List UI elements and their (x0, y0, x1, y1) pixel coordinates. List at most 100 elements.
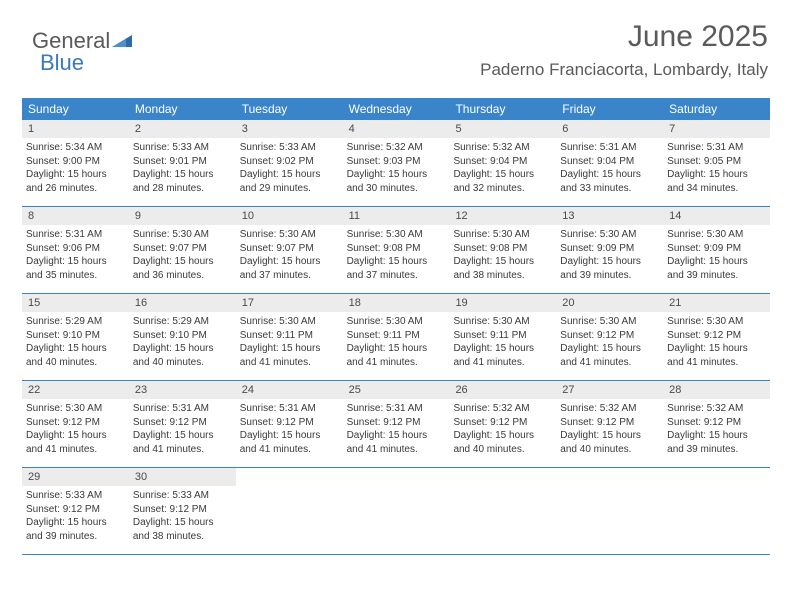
day-details: Sunrise: 5:30 AMSunset: 9:07 PMDaylight:… (236, 225, 343, 285)
calendar-day: 17Sunrise: 5:30 AMSunset: 9:11 PMDayligh… (236, 294, 343, 380)
calendar-day: 23Sunrise: 5:31 AMSunset: 9:12 PMDayligh… (129, 381, 236, 467)
brand-part2-wrap: Blue (40, 50, 84, 76)
calendar-day: 15Sunrise: 5:29 AMSunset: 9:10 PMDayligh… (22, 294, 129, 380)
weekday-header: Tuesday (236, 98, 343, 120)
calendar-day: 26Sunrise: 5:32 AMSunset: 9:12 PMDayligh… (449, 381, 556, 467)
calendar-day: 16Sunrise: 5:29 AMSunset: 9:10 PMDayligh… (129, 294, 236, 380)
calendar-day: 2Sunrise: 5:33 AMSunset: 9:01 PMDaylight… (129, 120, 236, 206)
weekday-header: Sunday (22, 98, 129, 120)
weekday-header: Wednesday (343, 98, 450, 120)
calendar-day: 22Sunrise: 5:30 AMSunset: 9:12 PMDayligh… (22, 381, 129, 467)
calendar-day-empty (236, 468, 343, 554)
calendar-day: 1Sunrise: 5:34 AMSunset: 9:00 PMDaylight… (22, 120, 129, 206)
day-number: 12 (449, 207, 556, 225)
calendar-day: 27Sunrise: 5:32 AMSunset: 9:12 PMDayligh… (556, 381, 663, 467)
calendar-day: 14Sunrise: 5:30 AMSunset: 9:09 PMDayligh… (663, 207, 770, 293)
calendar-day: 10Sunrise: 5:30 AMSunset: 9:07 PMDayligh… (236, 207, 343, 293)
day-number: 4 (343, 120, 450, 138)
day-number: 10 (236, 207, 343, 225)
calendar-day-empty (449, 468, 556, 554)
day-details: Sunrise: 5:33 AMSunset: 9:01 PMDaylight:… (129, 138, 236, 198)
day-details: Sunrise: 5:32 AMSunset: 9:04 PMDaylight:… (449, 138, 556, 198)
day-details: Sunrise: 5:30 AMSunset: 9:11 PMDaylight:… (449, 312, 556, 372)
calendar-day-empty (343, 468, 450, 554)
day-details: Sunrise: 5:33 AMSunset: 9:12 PMDaylight:… (129, 486, 236, 546)
calendar-day: 30Sunrise: 5:33 AMSunset: 9:12 PMDayligh… (129, 468, 236, 554)
day-number: 9 (129, 207, 236, 225)
day-details: Sunrise: 5:31 AMSunset: 9:12 PMDaylight:… (343, 399, 450, 459)
weekday-header: Saturday (663, 98, 770, 120)
day-details: Sunrise: 5:30 AMSunset: 9:09 PMDaylight:… (663, 225, 770, 285)
page-header: June 2025 Paderno Franciacorta, Lombardy… (480, 20, 768, 80)
day-number: 25 (343, 381, 450, 399)
day-number: 1 (22, 120, 129, 138)
calendar-day: 28Sunrise: 5:32 AMSunset: 9:12 PMDayligh… (663, 381, 770, 467)
day-number: 26 (449, 381, 556, 399)
calendar-day: 21Sunrise: 5:30 AMSunset: 9:12 PMDayligh… (663, 294, 770, 380)
day-details: Sunrise: 5:30 AMSunset: 9:12 PMDaylight:… (663, 312, 770, 372)
calendar-day: 7Sunrise: 5:31 AMSunset: 9:05 PMDaylight… (663, 120, 770, 206)
day-number: 18 (343, 294, 450, 312)
day-details: Sunrise: 5:30 AMSunset: 9:07 PMDaylight:… (129, 225, 236, 285)
day-number: 28 (663, 381, 770, 399)
day-details: Sunrise: 5:31 AMSunset: 9:04 PMDaylight:… (556, 138, 663, 198)
day-number: 30 (129, 468, 236, 486)
calendar-day: 19Sunrise: 5:30 AMSunset: 9:11 PMDayligh… (449, 294, 556, 380)
day-details: Sunrise: 5:31 AMSunset: 9:12 PMDaylight:… (236, 399, 343, 459)
day-details: Sunrise: 5:33 AMSunset: 9:12 PMDaylight:… (22, 486, 129, 546)
day-number: 21 (663, 294, 770, 312)
day-details: Sunrise: 5:30 AMSunset: 9:11 PMDaylight:… (343, 312, 450, 372)
calendar-day: 18Sunrise: 5:30 AMSunset: 9:11 PMDayligh… (343, 294, 450, 380)
day-number: 29 (22, 468, 129, 486)
calendar-week: 15Sunrise: 5:29 AMSunset: 9:10 PMDayligh… (22, 294, 770, 381)
calendar-day-empty (663, 468, 770, 554)
calendar-week: 8Sunrise: 5:31 AMSunset: 9:06 PMDaylight… (22, 207, 770, 294)
brand-part2: Blue (40, 50, 84, 75)
day-number: 19 (449, 294, 556, 312)
day-number: 5 (449, 120, 556, 138)
day-details: Sunrise: 5:30 AMSunset: 9:12 PMDaylight:… (556, 312, 663, 372)
day-number: 24 (236, 381, 343, 399)
day-number: 2 (129, 120, 236, 138)
day-details: Sunrise: 5:31 AMSunset: 9:12 PMDaylight:… (129, 399, 236, 459)
day-details: Sunrise: 5:31 AMSunset: 9:06 PMDaylight:… (22, 225, 129, 285)
day-details: Sunrise: 5:31 AMSunset: 9:05 PMDaylight:… (663, 138, 770, 198)
day-details: Sunrise: 5:32 AMSunset: 9:12 PMDaylight:… (663, 399, 770, 459)
day-details: Sunrise: 5:32 AMSunset: 9:03 PMDaylight:… (343, 138, 450, 198)
day-details: Sunrise: 5:32 AMSunset: 9:12 PMDaylight:… (449, 399, 556, 459)
calendar-week: 1Sunrise: 5:34 AMSunset: 9:00 PMDaylight… (22, 120, 770, 207)
day-number: 3 (236, 120, 343, 138)
day-number: 20 (556, 294, 663, 312)
day-details: Sunrise: 5:30 AMSunset: 9:09 PMDaylight:… (556, 225, 663, 285)
calendar-day: 9Sunrise: 5:30 AMSunset: 9:07 PMDaylight… (129, 207, 236, 293)
day-details: Sunrise: 5:32 AMSunset: 9:12 PMDaylight:… (556, 399, 663, 459)
calendar-grid: Sunday Monday Tuesday Wednesday Thursday… (22, 98, 770, 555)
calendar-day: 5Sunrise: 5:32 AMSunset: 9:04 PMDaylight… (449, 120, 556, 206)
day-details: Sunrise: 5:30 AMSunset: 9:12 PMDaylight:… (22, 399, 129, 459)
calendar-day: 8Sunrise: 5:31 AMSunset: 9:06 PMDaylight… (22, 207, 129, 293)
day-number: 15 (22, 294, 129, 312)
calendar-day: 29Sunrise: 5:33 AMSunset: 9:12 PMDayligh… (22, 468, 129, 554)
calendar-day: 11Sunrise: 5:30 AMSunset: 9:08 PMDayligh… (343, 207, 450, 293)
day-number: 8 (22, 207, 129, 225)
calendar-day: 12Sunrise: 5:30 AMSunset: 9:08 PMDayligh… (449, 207, 556, 293)
weekday-header: Monday (129, 98, 236, 120)
calendar-day: 13Sunrise: 5:30 AMSunset: 9:09 PMDayligh… (556, 207, 663, 293)
day-number: 16 (129, 294, 236, 312)
calendar-week: 29Sunrise: 5:33 AMSunset: 9:12 PMDayligh… (22, 468, 770, 555)
location-subtitle: Paderno Franciacorta, Lombardy, Italy (480, 60, 768, 80)
day-number: 14 (663, 207, 770, 225)
calendar-day: 25Sunrise: 5:31 AMSunset: 9:12 PMDayligh… (343, 381, 450, 467)
day-details: Sunrise: 5:30 AMSunset: 9:11 PMDaylight:… (236, 312, 343, 372)
month-title: June 2025 (480, 20, 768, 54)
calendar-day: 20Sunrise: 5:30 AMSunset: 9:12 PMDayligh… (556, 294, 663, 380)
calendar-week: 22Sunrise: 5:30 AMSunset: 9:12 PMDayligh… (22, 381, 770, 468)
day-details: Sunrise: 5:33 AMSunset: 9:02 PMDaylight:… (236, 138, 343, 198)
day-number: 13 (556, 207, 663, 225)
calendar-day: 6Sunrise: 5:31 AMSunset: 9:04 PMDaylight… (556, 120, 663, 206)
day-number: 22 (22, 381, 129, 399)
day-number: 17 (236, 294, 343, 312)
day-details: Sunrise: 5:30 AMSunset: 9:08 PMDaylight:… (343, 225, 450, 285)
calendar-day: 24Sunrise: 5:31 AMSunset: 9:12 PMDayligh… (236, 381, 343, 467)
day-details: Sunrise: 5:30 AMSunset: 9:08 PMDaylight:… (449, 225, 556, 285)
